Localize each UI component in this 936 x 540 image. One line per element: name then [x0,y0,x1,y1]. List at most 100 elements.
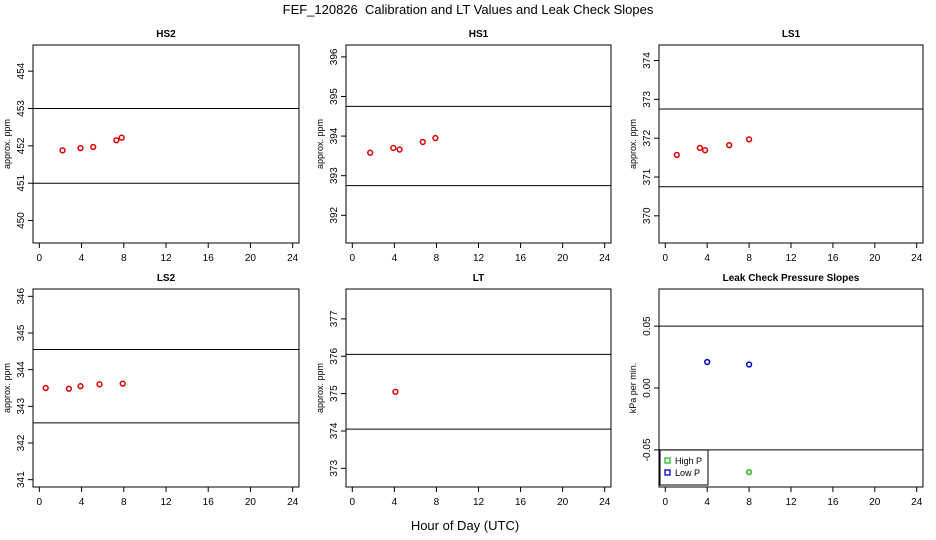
x-tick-label: 20 [245,497,257,508]
y-tick-label: 346 [16,288,27,305]
x-tick-label: 12 [160,497,172,508]
x-tick-label: 0 [350,497,356,508]
data-point [726,142,733,149]
y-tick-label: 345 [16,324,27,341]
figure-title: FEF_120826 Calibration and LT Values and… [282,2,654,17]
x-tick-label: 4 [704,253,710,264]
y-tick-label: 394 [329,127,340,144]
y-tick-label: 373 [642,91,653,108]
data-point [77,383,84,390]
data-point [65,385,73,392]
y-tick-label: 392 [329,207,340,224]
panel-0: HS2 0 4 8 12 16 20 24 450 451 452 453 454 approx. ppm [2,29,300,264]
data-point [96,381,103,388]
x-tick-label: 12 [473,253,485,264]
x-tick-label: 16 [515,253,527,264]
y-tick-label: 374 [329,422,340,439]
y-axis-label: approx. ppm [315,363,325,413]
x-tick-label: 12 [160,253,172,264]
y-tick-label: 376 [329,347,340,364]
panel-title: HS1 [469,29,489,40]
x-tick-label: 0 [37,497,43,508]
y-tick-label: 372 [642,129,653,146]
data-point [367,149,374,156]
data-point [90,143,97,151]
x-axis-label: Hour of Day (UTC) [410,518,520,533]
x-tick-label: 4 [79,253,85,264]
data-point [113,137,120,144]
x-tick-label: 8 [746,253,752,264]
data-point [42,384,49,392]
y-tick-label: 451 [16,174,27,191]
x-tick-label: 20 [869,253,881,264]
panel-1: HS1 0 4 8 12 16 20 24 392 393 394 395 396 approx. ppm [315,29,612,264]
x-tick-label: 16 [203,497,215,508]
data-point [673,151,680,159]
panel-5: Leak Check Pressure Slopes 0 4 8 12 16 20 24 -0.… [628,273,924,508]
y-axis-label: kPa per min. [628,363,638,414]
x-tick-label: 4 [704,497,710,508]
plot-frame [658,44,924,244]
y-tick-label: 343 [16,398,27,415]
data-point [745,361,753,368]
y-tick-label: 374 [642,52,653,69]
x-tick-label: 24 [911,497,923,508]
data-point [392,388,399,395]
y-tick-label: 371 [642,168,653,185]
data-point [419,138,426,146]
y-tick-label: 0.05 [642,316,653,336]
data-point [696,144,704,152]
panel-4: LT 0 4 8 12 16 20 24 373 374 375 376 377 approx. ppm [315,273,612,508]
y-tick-label: 377 [329,310,340,327]
x-tick-label: 16 [515,497,527,508]
x-tick-label: 8 [434,497,440,508]
x-tick-label: 16 [827,497,839,508]
plot-frame [32,288,300,488]
y-axis-label: approx. ppm [315,119,325,169]
y-axis-label: approx. ppm [628,119,638,169]
x-tick-label: 0 [350,253,356,264]
data-point [432,134,439,142]
plot-frame [345,288,612,488]
y-tick-label: 342 [16,434,27,451]
x-tick-label: 12 [785,497,797,508]
y-tick-label: 370 [642,207,653,224]
data-point [745,469,753,476]
x-tick-label: 20 [557,253,569,264]
y-tick-label: 396 [329,48,340,65]
y-tick-label: 375 [329,385,340,402]
panel-title: Leak Check Pressure Slopes [723,273,860,284]
data-point [704,358,711,366]
y-tick-label: 341 [16,471,27,488]
panel-title: LS2 [157,273,176,284]
y-tick-label: -0.05 [642,438,653,461]
data-point [745,136,753,143]
x-tick-label: 0 [37,253,43,264]
x-tick-label: 8 [121,497,127,508]
x-tick-label: 16 [203,253,215,264]
x-tick-label: 0 [663,253,669,264]
y-tick-label: 395 [329,88,340,105]
panel-2: LS1 0 4 8 12 16 20 24 370 371 372 373 374 approx. ppm [628,29,924,264]
x-tick-label: 12 [473,497,485,508]
x-tick-label: 20 [869,497,881,508]
legend-marker [664,469,671,476]
y-tick-label: 0.00 [642,378,653,398]
y-tick-label: 344 [16,361,27,378]
data-point [119,380,126,387]
x-tick-label: 4 [392,497,398,508]
legend-marker [664,457,671,464]
x-tick-label: 12 [785,253,797,264]
x-tick-label: 20 [557,497,569,508]
x-tick-label: 8 [434,253,440,264]
x-tick-label: 20 [245,253,257,264]
y-axis-label: approx. ppm [2,119,12,169]
y-tick-label: 454 [16,62,27,79]
legend-entry: Low P [675,468,700,478]
panel-title: LT [473,273,484,284]
data-point [118,134,125,141]
panel-title: LS1 [782,29,801,40]
data-point [77,144,84,152]
x-tick-label: 16 [827,253,839,264]
